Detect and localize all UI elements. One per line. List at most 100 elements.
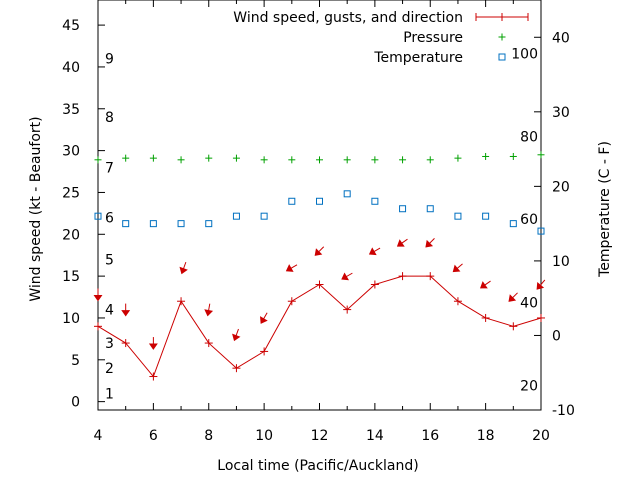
wind-speed-point [343,305,352,314]
wind-speed-point [509,322,518,331]
pressure-point [177,156,185,164]
wind-speed-point [315,280,324,289]
y-left-tick-label: 0 [71,395,80,411]
beaufort-label: 1 [105,386,114,402]
beaufort-label: 4 [105,303,114,319]
wind-speed-point [94,322,102,331]
pressure-point [288,156,296,164]
arrow-head [232,333,241,342]
beaufort-label: 5 [105,252,114,268]
fahrenheit-label: 100 [511,47,538,63]
pressure-point [94,156,102,164]
x-tick-label: 18 [477,428,495,444]
temperature-point [94,212,102,220]
wind-speed-point [177,297,186,306]
y-left-tick-label: 15 [62,269,80,285]
wind-direction-arrow [396,238,408,247]
y-axis-label-left: Wind speed (kt - Beaufort) [28,116,44,301]
temperature-point [399,205,407,213]
beaufort-label: 2 [105,361,114,377]
temperature-point [537,227,545,235]
wind-direction-arrow [425,238,435,248]
legend: Wind speed, gusts, and direction Pressure… [233,10,529,66]
wind-direction-arrow [121,303,131,317]
y-right-tick-label: -10 [552,403,575,419]
arrow-head [508,294,517,302]
wind-speed-point [287,297,296,306]
wind-direction-arrow [341,272,353,281]
temperature-point [343,190,351,198]
pressure-point [149,154,157,162]
x-tick-label: 6 [149,428,158,444]
beaufort-label: 7 [105,160,114,176]
temperature-point [177,220,185,228]
wind-speed-point [426,272,435,281]
y-left-tick-label: 30 [62,144,80,160]
y-left-tick-label: 10 [62,311,80,327]
wind-direction-arrow [260,312,268,324]
legend-label-temperature: Temperature [373,50,463,66]
wind-speed-line [97,275,542,378]
arrow-head [93,295,103,302]
x-tick-label: 8 [204,428,213,444]
y-right-tick-label: 20 [552,179,570,195]
arrow-head [260,316,268,324]
arrow-head [179,266,188,275]
temperature-point [232,212,240,220]
pressure-point [509,152,517,160]
arrow-head [536,282,545,290]
arrow-head [204,309,214,317]
series-layer [93,151,546,381]
wind-speed-point [149,372,158,381]
wind-direction-arrow [452,263,463,273]
axes-layer: 4 6 8 10 12 14 16 18 20051015202530354045-100102… [62,0,575,444]
pressure-point [260,156,268,164]
pressure-point [399,156,407,164]
pressure-point [343,156,351,164]
pressure-point [122,154,130,162]
temperature-point [426,205,434,213]
pressure-point [232,154,240,162]
wind-direction-arrow [508,292,518,302]
beaufort-label: 9 [105,52,114,68]
pressure-point [371,156,379,164]
wind-direction-arrow [368,247,381,256]
wind-speed-point [537,313,545,322]
temperature-point [149,220,157,228]
wind-direction-arrow [479,280,491,289]
wind-direction-arrow [536,279,546,290]
temperature-point [122,220,130,228]
y-left-tick-label: 25 [62,185,80,201]
arrow-head [285,264,294,272]
wind-speed-point [453,297,462,306]
y-right-tick-label: 30 [552,105,570,121]
temperature-point [482,212,490,220]
beaufort-label: 8 [105,110,114,126]
legend-swatch-temperature [498,53,506,61]
arrow-head [121,310,131,317]
arrow-head [425,239,434,248]
y-left-tick-label: 35 [62,102,80,118]
arrow-head [452,264,461,273]
wind-direction-arrow [314,246,325,256]
x-tick-label: 10 [255,428,273,444]
x-tick-label: 12 [311,428,329,444]
y-left-tick-label: 20 [62,227,80,243]
pressure-point [537,151,545,159]
temperature-point [509,220,517,228]
fahrenheit-label: 40 [520,296,538,312]
legend-label-pressure: Pressure [403,30,463,46]
wind-speed-point [232,364,241,373]
arrow-head [479,281,488,289]
arrow-head [314,248,323,256]
pressure-point [316,156,323,164]
temperature-point [205,220,213,228]
wind-direction-arrow [93,288,103,302]
arrow-head [341,272,349,281]
fahrenheit-label: 20 [520,378,538,394]
wind-direction-arrow [179,261,188,275]
wind-speed-point [121,339,130,348]
arrow-head [148,343,158,350]
wind-speed-point [260,347,269,356]
